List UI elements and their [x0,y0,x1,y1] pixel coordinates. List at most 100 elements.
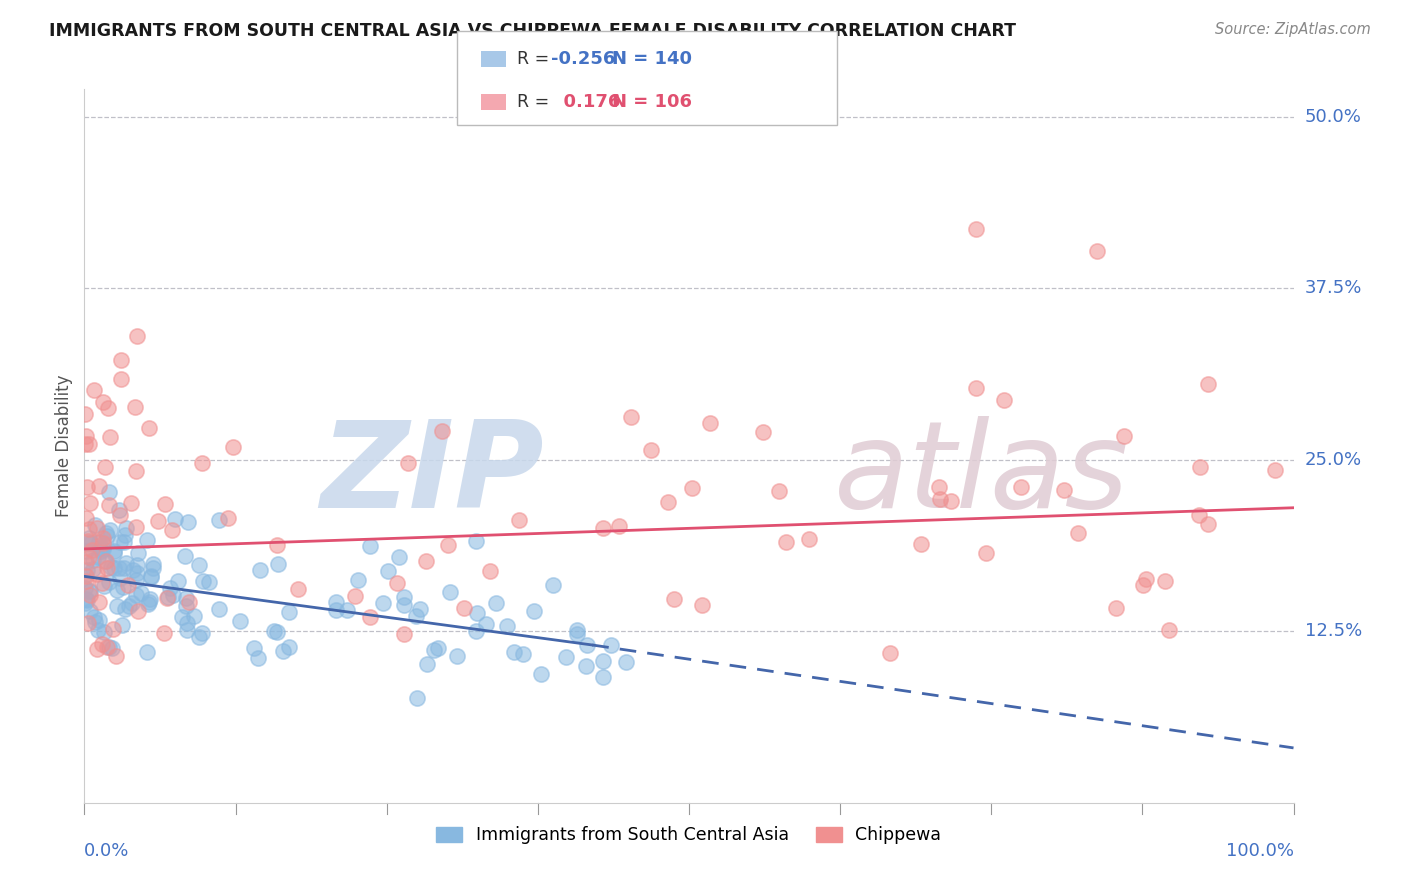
Point [567,626,589,640]
Point [93,459,115,474]
Point [267,557,290,571]
Point [1188,459,1211,474]
Point [229,615,252,629]
Point [91,541,114,556]
Point [125,329,148,343]
Point [135,533,157,547]
Point [97,575,120,590]
Point [108,534,131,549]
Point [93,538,115,552]
Point [125,588,148,602]
Point [138,597,160,611]
Point [121,596,143,610]
Point [592,520,614,534]
Point [392,598,415,612]
Point [699,416,721,430]
Text: 0.176: 0.176 [551,93,620,111]
Point [73,568,96,582]
Point [385,576,408,591]
Point [797,532,820,546]
Point [939,494,962,508]
Point [221,440,243,454]
Text: ZIP: ZIP [321,416,544,533]
Point [79,496,101,510]
Point [929,491,952,506]
Point [640,442,662,457]
Point [485,596,508,610]
Point [76,563,98,577]
Point [183,608,205,623]
Point [75,555,97,569]
Point [93,579,115,593]
Point [79,531,101,545]
Point [475,617,498,632]
Point [446,648,468,663]
Point [114,556,136,570]
Point [91,637,114,651]
Point [415,554,437,568]
Text: R =: R = [517,51,555,69]
Point [592,654,614,668]
Point [79,549,101,564]
Point [76,535,98,549]
Point [98,640,121,654]
Point [75,544,97,558]
Point [325,595,347,609]
Point [110,353,132,368]
Point [1067,526,1090,541]
Point [246,650,269,665]
Point [347,574,370,588]
Point [156,590,179,604]
Point [101,640,124,655]
Point [554,649,576,664]
Point [103,561,125,575]
Point [76,593,98,607]
Point [117,578,139,592]
Text: N = 106: N = 106 [612,93,692,111]
Point [115,521,138,535]
Text: atlas: atlas [834,416,1129,533]
Point [439,585,461,599]
Point [96,554,118,568]
Point [1105,601,1128,615]
Point [142,557,165,571]
Point [77,522,100,536]
Point [125,465,148,479]
Point [599,638,621,652]
Point [1053,483,1076,498]
Point [541,578,564,592]
Point [89,534,111,549]
Point [93,625,115,640]
Point [111,617,134,632]
Point [155,497,177,511]
Point [105,599,128,614]
Point [325,603,347,617]
Point [464,624,486,638]
Point [271,644,294,658]
Point [90,544,112,558]
Point [565,624,588,638]
Point [75,592,97,607]
Point [82,562,104,576]
Point [243,641,266,656]
Point [129,586,152,600]
Point [96,528,118,542]
Point [82,543,104,558]
Text: Source: ZipAtlas.com: Source: ZipAtlas.com [1215,22,1371,37]
Point [423,643,446,657]
Point [928,480,950,494]
Point [965,222,987,236]
Point [87,594,110,608]
Point [692,599,714,613]
Point [607,519,630,533]
Point [373,596,395,610]
Point [396,456,419,470]
Point [114,528,136,542]
Point [191,456,214,470]
Point [249,563,271,577]
Point [523,604,546,618]
Point [1197,377,1219,392]
Point [427,640,450,655]
Point [97,499,120,513]
Point [79,583,101,598]
